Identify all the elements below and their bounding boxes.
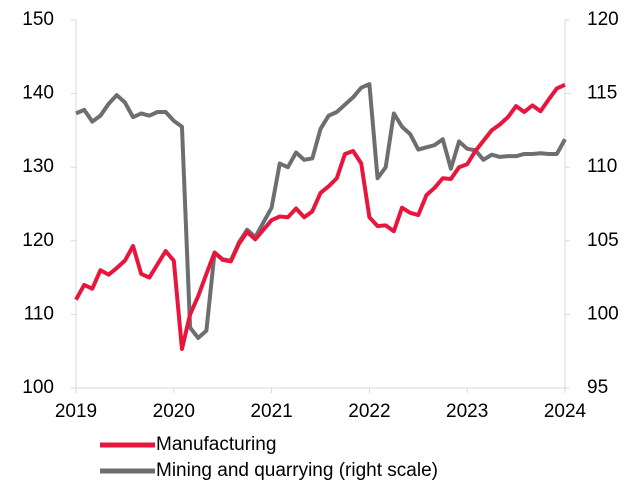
y2-tick-label: 115 — [587, 83, 617, 104]
x-tick-label: 2024 — [544, 401, 587, 422]
y-tick-label: 150 — [22, 9, 54, 30]
y2-tick-label: 95 — [587, 377, 608, 398]
x-tick-label: 2021 — [250, 401, 292, 422]
legend-label: Mining and quarrying (right scale) — [156, 460, 438, 481]
y2-tick-label: 120 — [587, 9, 619, 30]
series-line — [74, 82, 566, 351]
x-tick-label: 2022 — [348, 401, 390, 422]
y2-tick-label: 110 — [587, 156, 617, 177]
y2-tick-label: 100 — [587, 303, 619, 324]
y2-tick-label: 105 — [587, 230, 619, 251]
legend-label: Manufacturing — [156, 434, 276, 455]
y-tick-label: 140 — [22, 83, 54, 104]
series-line — [75, 82, 567, 340]
y-tick-label: 120 — [22, 230, 54, 251]
x-tick-label: 2020 — [153, 401, 195, 422]
y-tick-label: 130 — [22, 156, 54, 177]
y-tick-label: 100 — [22, 377, 54, 398]
x-tick-label: 2023 — [446, 401, 488, 422]
x-tick-label: 2019 — [55, 401, 97, 422]
y-tick-label: 110 — [24, 303, 54, 324]
